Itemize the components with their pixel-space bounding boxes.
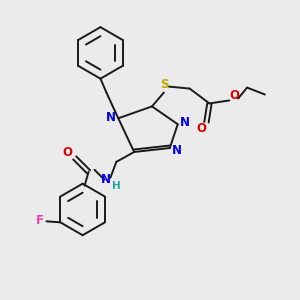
Text: N: N [100, 173, 110, 186]
Text: N: N [180, 116, 190, 129]
Text: H: H [112, 181, 121, 191]
Text: N: N [106, 111, 116, 124]
Text: S: S [160, 78, 169, 91]
Text: N: N [172, 143, 182, 157]
Text: O: O [63, 146, 73, 160]
Text: O: O [196, 122, 206, 135]
Text: O: O [229, 89, 239, 102]
Text: F: F [35, 214, 44, 227]
